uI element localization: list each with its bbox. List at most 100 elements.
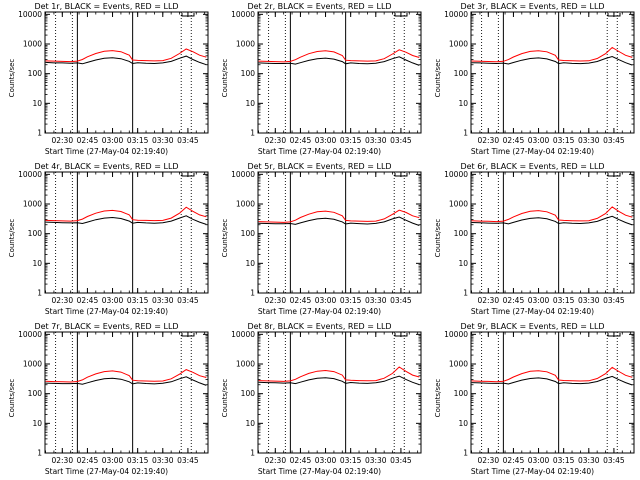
legend-bracket <box>394 333 408 337</box>
x-tick-label: 03:30 <box>365 456 387 465</box>
plot-title: Det 3r, BLACK = Events, RED = LLD <box>460 2 605 11</box>
y-axis-label: Counts/sec <box>434 58 442 98</box>
x-tick-label: 02:30 <box>264 296 286 305</box>
plot-canvas: 1 10 100 1000 10000 02:30 02:45 03:00 03:15 03:30… <box>444 330 635 465</box>
detector-panel: 1 10 100 1000 10000 02:30 02:45 03:00 03:15 03:30… <box>213 320 426 480</box>
plot-canvas: 1 10 100 1000 10000 02:30 02:45 03:00 03:15 03:30… <box>231 330 422 465</box>
y-tick-label: 10000 <box>18 10 42 19</box>
y-tick-label: 10 <box>458 99 468 108</box>
y-tick-label: 10 <box>458 259 468 268</box>
detector-panel: 1 10 100 1000 10000 02:30 02:45 03:00 03:15 03:30… <box>426 160 639 320</box>
x-tick-label: 03:45 <box>390 136 412 145</box>
plot-canvas: 1 10 100 1000 10000 02:30 02:45 03:00 03:15 03:30… <box>18 330 209 465</box>
lld-series-line <box>45 369 207 383</box>
x-tick-label: 02:45 <box>77 456 99 465</box>
x-tick-label: 03:15 <box>340 296 362 305</box>
y-tick-label: 1 <box>463 289 468 298</box>
x-axis-label: Start Time (27-May-04 02:19:40) <box>470 307 595 316</box>
y-tick-label: 1 <box>37 129 42 138</box>
y-tick-label: 10000 <box>444 10 468 19</box>
x-tick-label: 03:15 <box>127 136 149 145</box>
x-tick-label: 03:45 <box>390 296 412 305</box>
events-series-line <box>258 56 420 66</box>
x-tick-label: 03:00 <box>315 456 337 465</box>
x-tick-label: 03:45 <box>603 296 625 305</box>
legend-bracket <box>607 13 621 17</box>
y-tick-label: 1000 <box>449 360 468 369</box>
x-tick-label: 03:30 <box>578 296 600 305</box>
x-tick-label: 03:00 <box>315 136 337 145</box>
detector-panel: 1 10 100 1000 10000 02:30 02:45 03:00 03:15 03:30… <box>213 0 426 160</box>
plot-title: Det 8r, BLACK = Events, RED = LLD <box>247 322 392 331</box>
y-tick-label: 1000 <box>236 200 255 209</box>
plot-frame <box>44 171 209 294</box>
y-tick-label: 100 <box>28 69 43 78</box>
x-tick-label: 03:30 <box>365 296 387 305</box>
plot-title: Det 1r, BLACK = Events, RED = LLD <box>34 2 179 11</box>
y-tick-label: 10 <box>245 419 255 428</box>
lld-series-line <box>45 48 207 63</box>
y-tick-label: 100 <box>241 389 256 398</box>
detector-panel: 1 10 100 1000 10000 02:30 02:45 03:00 03:15 03:30… <box>426 320 639 480</box>
y-tick-label: 10000 <box>231 10 255 19</box>
x-tick-label: 03:15 <box>553 136 575 145</box>
x-tick-label: 03:30 <box>152 136 174 145</box>
detector-panel: 1 10 100 1000 10000 02:30 02:45 03:00 03:15 03:30… <box>426 0 639 160</box>
y-tick-label: 100 <box>454 389 469 398</box>
y-tick-label: 1 <box>250 289 255 298</box>
x-tick-label: 02:30 <box>51 456 73 465</box>
y-tick-label: 1000 <box>23 360 42 369</box>
x-tick-label: 03:45 <box>603 136 625 145</box>
x-tick-label: 02:45 <box>290 456 312 465</box>
events-series-line <box>258 216 420 226</box>
x-tick-label: 03:30 <box>152 456 174 465</box>
y-tick-label: 100 <box>28 229 43 238</box>
events-series-line <box>45 55 207 66</box>
plot-frame <box>470 171 635 294</box>
legend-bracket <box>181 173 195 177</box>
y-axis-label: Counts/sec <box>221 378 229 418</box>
plot-title: Det 2r, BLACK = Events, RED = LLD <box>247 2 392 11</box>
x-tick-label: 03:15 <box>340 136 362 145</box>
detector-panel: 1 10 100 1000 10000 02:30 02:45 03:00 03:15 03:30… <box>0 160 213 320</box>
x-tick-label: 03:00 <box>528 296 550 305</box>
x-axis-label: Start Time (27-May-04 02:19:40) <box>44 307 169 316</box>
x-axis-label: Start Time (27-May-04 02:19:40) <box>257 147 382 156</box>
x-tick-label: 03:00 <box>315 296 337 305</box>
x-tick-label: 03:15 <box>340 456 362 465</box>
x-tick-label: 03:00 <box>102 136 124 145</box>
legend-bracket <box>394 13 408 17</box>
x-tick-label: 02:30 <box>264 456 286 465</box>
y-tick-label: 1 <box>250 129 255 138</box>
lld-series-line <box>471 46 633 63</box>
y-axis-label: Counts/sec <box>8 218 16 258</box>
legend-bracket <box>181 333 195 337</box>
y-tick-label: 10000 <box>231 330 255 339</box>
legend-bracket <box>394 173 408 177</box>
x-axis-label: Start Time (27-May-04 02:19:40) <box>257 467 382 476</box>
x-tick-label: 02:45 <box>290 296 312 305</box>
plot-canvas: 1 10 100 1000 10000 02:30 02:45 03:00 03:15 03:30… <box>18 10 209 145</box>
y-tick-label: 1 <box>463 129 468 138</box>
x-axis-label: Start Time (27-May-04 02:19:40) <box>470 467 595 476</box>
x-tick-label: 03:45 <box>390 456 412 465</box>
plot-title: Det 4r, BLACK = Events, RED = LLD <box>34 162 179 171</box>
x-axis-label: Start Time (27-May-04 02:19:40) <box>44 467 169 476</box>
detector-panel: 1 10 100 1000 10000 02:30 02:45 03:00 03:15 03:30… <box>0 0 213 160</box>
x-tick-label: 02:30 <box>51 136 73 145</box>
y-tick-label: 1 <box>37 289 42 298</box>
x-tick-label: 02:30 <box>477 296 499 305</box>
x-tick-label: 03:45 <box>603 456 625 465</box>
y-tick-label: 1000 <box>23 200 42 209</box>
y-axis-label: Counts/sec <box>8 378 16 418</box>
y-tick-label: 100 <box>241 229 256 238</box>
x-tick-label: 03:45 <box>177 456 199 465</box>
y-tick-label: 100 <box>241 69 256 78</box>
x-tick-label: 02:45 <box>503 456 525 465</box>
lld-series-line <box>45 206 207 222</box>
y-axis-label: Counts/sec <box>221 58 229 98</box>
lld-series-line <box>471 366 633 383</box>
x-tick-label: 02:30 <box>51 296 73 305</box>
plot-canvas: 1 10 100 1000 10000 02:30 02:45 03:00 03:15 03:30… <box>444 170 635 305</box>
plot-frame <box>257 171 422 294</box>
